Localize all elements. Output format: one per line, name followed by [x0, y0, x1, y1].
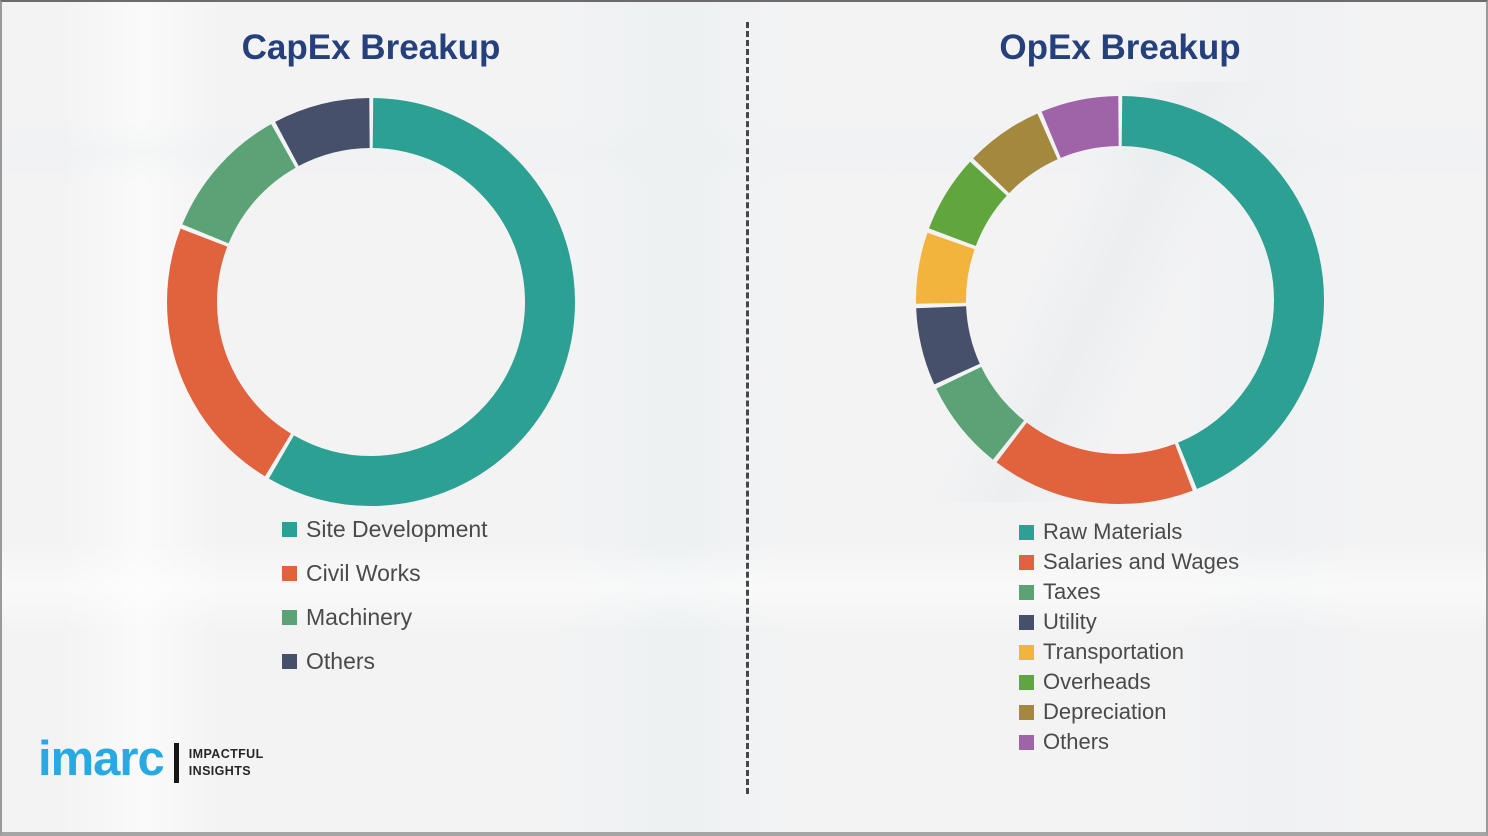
legend-item-transportation: Transportation — [1019, 639, 1239, 665]
legend-item-site-development: Site Development — [282, 516, 488, 543]
legend-item-others: Others — [282, 648, 488, 675]
legend-label: Others — [306, 648, 376, 674]
segment-site-development — [167, 98, 575, 506]
legend-swatch-icon — [282, 610, 297, 625]
legend-swatch-icon — [1019, 614, 1034, 630]
legend-item-salaries-and-wages: Salaries and Wages — [1019, 549, 1239, 575]
legend-label: Others — [1043, 729, 1110, 754]
legend-item-depreciation: Depreciation — [1019, 699, 1239, 725]
legend-swatch-icon — [282, 654, 297, 669]
legend-item-taxes: Taxes — [1019, 579, 1239, 605]
imarc-logo: imarc IMPACTFUL INSIGHTS — [38, 735, 264, 784]
segment-raw-materials — [916, 96, 1324, 504]
legend-label: Transportation — [1043, 639, 1185, 664]
legend-label: Site Development — [306, 516, 488, 542]
logo-tagline-line2: INSIGHTS — [188, 763, 251, 778]
legend-label: Machinery — [306, 604, 413, 630]
legend-swatch-icon — [1019, 644, 1034, 660]
background-watermark — [562, 2, 782, 832]
segment-salaries-and-wages — [916, 96, 1324, 504]
segment-transportation — [916, 96, 1324, 504]
segment-civil-works — [167, 98, 575, 506]
dashed-divider — [746, 22, 749, 794]
imarc-brand-text: imarc — [38, 732, 165, 786]
legend-swatch-icon — [282, 566, 297, 581]
legend-swatch-icon — [282, 522, 297, 537]
legend-label: Utility — [1043, 609, 1097, 634]
legend-swatch-icon — [1019, 524, 1034, 540]
legend-item-utility: Utility — [1019, 609, 1239, 635]
legend-swatch-icon — [1019, 674, 1034, 690]
opex-legend: Raw Materials Salaries and Wages Taxes Util… — [1019, 519, 1239, 759]
capex-legend: Site Development Civil Works Machinery Othe… — [282, 516, 488, 692]
legend-label: Civil Works — [306, 560, 421, 586]
legend-swatch-icon — [1019, 554, 1034, 570]
opex-donut-chart — [916, 96, 1324, 504]
logo-tagline: IMPACTFUL INSIGHTS — [189, 746, 264, 779]
capex-donut-chart — [167, 98, 575, 506]
legend-swatch-icon — [1019, 734, 1034, 750]
background-watermark — [2, 542, 1486, 632]
legend-label: Raw Materials — [1043, 519, 1183, 544]
logo-separator-bar — [173, 742, 179, 783]
legend-label: Taxes — [1043, 579, 1101, 604]
legend-item-machinery: Machinery — [282, 604, 488, 631]
legend-item-civil-works: Civil Works — [282, 560, 488, 587]
legend-label: Overheads — [1043, 669, 1151, 694]
capex-chart-title: CapEx Breakup — [241, 28, 501, 67]
legend-item-raw-materials: Raw Materials — [1019, 519, 1239, 545]
legend-label: Salaries and Wages — [1043, 549, 1240, 574]
legend-item-overheads: Overheads — [1019, 669, 1239, 695]
legend-swatch-icon — [1019, 584, 1034, 600]
legend-item-others: Others — [1019, 729, 1239, 755]
logo-tagline-line1: IMPACTFUL — [188, 747, 264, 762]
legend-swatch-icon — [1019, 704, 1034, 720]
opex-chart-title: OpEx Breakup — [999, 28, 1241, 67]
legend-label: Depreciation — [1043, 699, 1167, 724]
